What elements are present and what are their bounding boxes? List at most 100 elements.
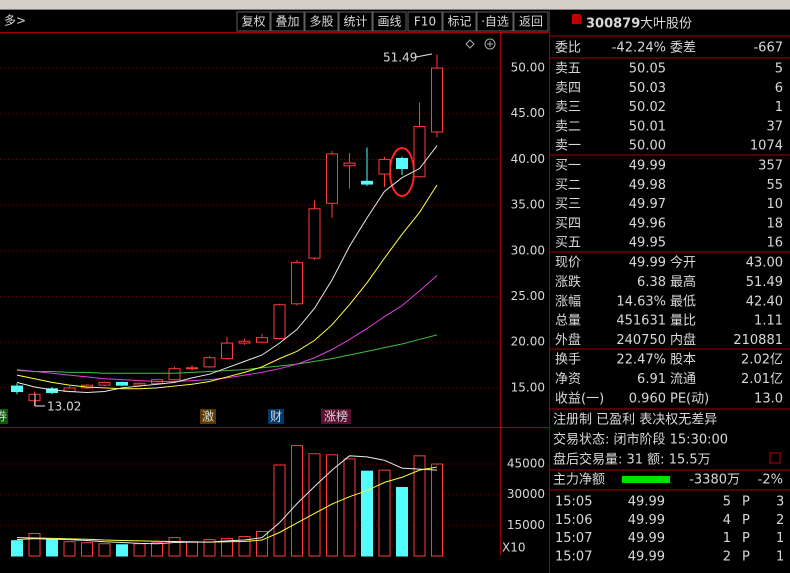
toolbar-button-label[interactable]: 多股 <box>309 15 333 29</box>
event-tag[interactable] <box>0 409 8 424</box>
ma-line <box>16 334 438 374</box>
label: 委差 <box>670 41 696 56</box>
ma-line <box>16 275 438 382</box>
icon[interactable] <box>487 41 493 47</box>
candle-body <box>413 125 426 178</box>
toolbar-button[interactable] <box>338 11 373 32</box>
event-tag-label[interactable]: 涨榜 <box>324 409 348 424</box>
stat-value: 1.11 <box>754 314 783 329</box>
volume-scale: X10 <box>502 541 526 555</box>
book-volume: 16 <box>766 236 783 251</box>
toolbar-button-label[interactable]: 统计 <box>343 15 367 29</box>
event-tag[interactable] <box>268 409 284 424</box>
book-label: 买一 <box>555 159 581 174</box>
toolbar-button-label[interactable]: ·自选 <box>481 15 509 29</box>
volume-bar <box>221 538 233 557</box>
toolbar-button[interactable] <box>442 11 477 32</box>
stat-value: 13.0 <box>754 391 783 406</box>
toolbar-button-label[interactable]: 复权 <box>241 15 265 29</box>
stat-value: 49.99 <box>629 256 666 271</box>
trade-count: 1 <box>776 549 784 564</box>
stat-value: 210881 <box>733 333 783 348</box>
toolbar-button-label[interactable]: 返回 <box>519 15 543 29</box>
toolbar-button-label[interactable]: 画线 <box>377 15 401 29</box>
trade-volume: 2 <box>723 549 731 564</box>
volume-bar <box>11 540 23 557</box>
stat-value: 14.63% <box>616 294 666 309</box>
book-label: 买五 <box>555 236 581 251</box>
book-label: 卖二 <box>555 119 581 134</box>
toolbar-left[interactable]: 多> <box>4 14 26 28</box>
info-tags: 注册制 已盈利 表决权无差异 <box>553 412 717 428</box>
toolbar-button-label[interactable]: 标记 <box>447 15 471 29</box>
event-tag-label[interactable]: 券 <box>0 409 7 424</box>
toolbar-button[interactable] <box>304 11 339 32</box>
stat-value: 42.40 <box>746 294 783 309</box>
y-tick-label: 50.00 <box>511 60 545 74</box>
ma-line <box>16 455 438 545</box>
stat-value: 6.91 <box>637 372 666 387</box>
stock-code: 300879 <box>586 17 640 32</box>
stat-label: 涨跌 <box>555 274 581 290</box>
candle-body <box>98 381 111 386</box>
stat-label: 今开 <box>670 255 696 271</box>
trade-volume: 5 <box>723 495 731 510</box>
r-badge <box>572 14 581 24</box>
icon[interactable] <box>465 39 475 49</box>
event-tag-label[interactable]: 激 <box>202 410 214 424</box>
book-price: 49.98 <box>629 178 666 193</box>
toolbar-button[interactable] <box>372 11 407 32</box>
trade-count: 3 <box>776 495 784 510</box>
main-net-percent: -2% <box>758 473 783 488</box>
volume-tick-label: 30000 <box>507 487 545 501</box>
stat-label: 收益(一) <box>555 391 604 406</box>
book-volume: 1 <box>775 100 783 115</box>
candle-body <box>116 381 128 386</box>
toolbar-button[interactable] <box>513 11 549 32</box>
y-tick-label: 25.00 <box>511 289 545 303</box>
toolbar-button[interactable] <box>236 11 271 32</box>
stat-label: 换手 <box>555 353 581 368</box>
stat-label: 现价 <box>555 256 581 271</box>
stat-label: 股本 <box>670 353 696 368</box>
candle-body <box>431 67 443 133</box>
y-tick-label: 15.00 <box>511 380 545 394</box>
event-tag[interactable] <box>200 409 216 424</box>
candle-body <box>186 367 198 370</box>
toolbar-button[interactable] <box>476 11 514 32</box>
stat-label: 涨幅 <box>555 294 581 309</box>
ma-line <box>16 145 438 393</box>
volume-bar <box>413 455 426 557</box>
event-tag[interactable] <box>321 409 351 424</box>
stat-label: 流通 <box>670 372 696 387</box>
trade-price: 49.99 <box>628 513 665 528</box>
icon[interactable] <box>484 38 496 50</box>
toolbar-button-label[interactable]: F10 <box>414 15 436 29</box>
trade-price: 49.99 <box>628 531 665 546</box>
event-tag-label[interactable]: 财 <box>270 410 282 424</box>
candle-body <box>291 262 303 305</box>
trade-price: 49.99 <box>628 549 665 564</box>
book-volume: 55 <box>766 178 783 193</box>
candle-body <box>343 162 356 167</box>
trade-time: 15:05 <box>555 495 592 510</box>
book-price: 49.97 <box>629 197 666 212</box>
toolbar-button[interactable] <box>270 11 305 32</box>
candle-body <box>308 208 321 259</box>
volume-bar <box>256 530 268 557</box>
y-tick-label: 40.00 <box>511 152 545 166</box>
stat-value: 2.02亿 <box>741 353 783 368</box>
book-volume: 37 <box>766 119 783 134</box>
icon <box>769 452 781 464</box>
main-net-label: 主力净额 <box>553 473 605 488</box>
book-label: 买四 <box>555 216 581 231</box>
candle-body <box>378 158 391 175</box>
volume-tick-label: 15000 <box>507 518 545 532</box>
book-price: 50.00 <box>629 139 666 154</box>
stat-value: 451631 <box>616 314 666 329</box>
volume-bar <box>326 454 338 557</box>
toolbar-button[interactable] <box>407 11 443 32</box>
candle-body <box>326 153 338 204</box>
toolbar-button-label[interactable]: 叠加 <box>275 15 299 29</box>
candle-body <box>256 337 268 343</box>
